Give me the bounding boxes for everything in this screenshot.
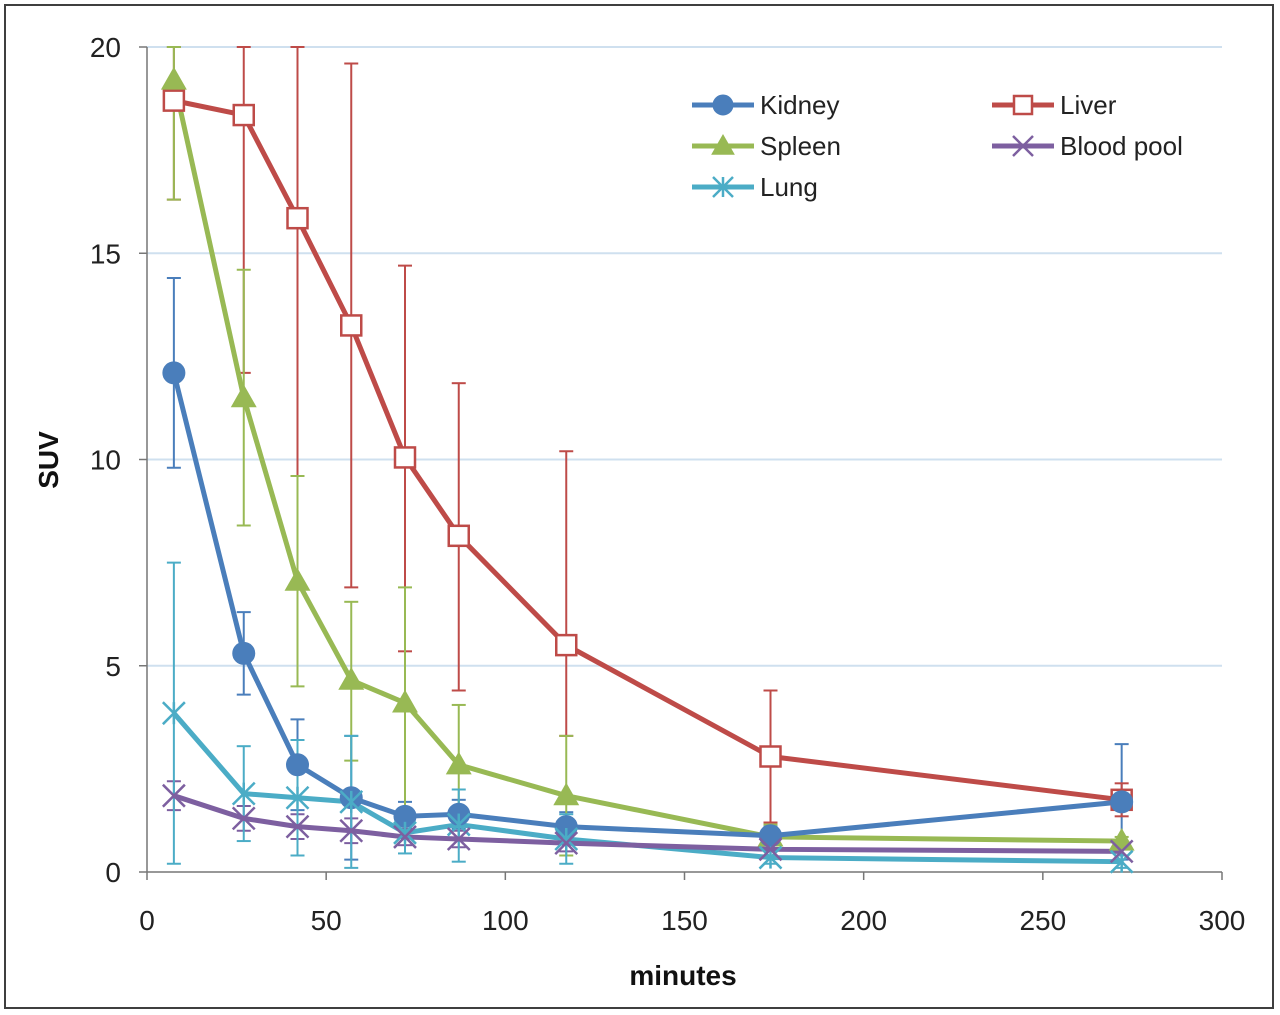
- legend: Kidney Liver Spleen Blood pool Lung: [692, 90, 1183, 202]
- x-tick-label-100: 100: [482, 905, 529, 936]
- point-spleen-3: [338, 667, 365, 690]
- x-axis-title: minutes: [629, 960, 736, 991]
- point-blood-pool-0: [161, 783, 186, 808]
- point-liver-1-box: [232, 103, 255, 127]
- point-spleen-4: [392, 689, 418, 713]
- point-liver-5: [447, 524, 470, 548]
- legend-marker-liver-box: [1012, 94, 1034, 116]
- point-lung-4: [393, 820, 417, 845]
- series-line-kidney: [171, 372, 1122, 839]
- series-lines: [171, 79, 1122, 865]
- series-markers: [160, 66, 1135, 874]
- legend-label-liver: Liver: [1060, 90, 1117, 120]
- point-liver-4: [393, 446, 417, 469]
- legend-item-lung: Lung: [692, 172, 818, 202]
- legend-label-spleen: Spleen: [760, 131, 841, 161]
- series-line-blood-pool: [173, 793, 1122, 854]
- point-kidney-2: [286, 753, 309, 777]
- point-blood-pool-4-stroke-b: [393, 825, 417, 849]
- error-bars: [166, 46, 1129, 869]
- point-lung-0: [161, 701, 186, 726]
- point-blood-pool-6: [554, 831, 579, 856]
- legend-item-spleen: Spleen: [692, 131, 841, 161]
- point-lung-2: [285, 785, 310, 810]
- point-spleen-0: [160, 66, 187, 90]
- series-line-spleen: [171, 79, 1122, 844]
- point-lung-1: [231, 781, 256, 806]
- x-tick-label-0: 0: [139, 905, 155, 936]
- gridlines: [147, 46, 1222, 667]
- point-lung-3: [339, 789, 364, 814]
- legend-item-blood-pool: Blood pool: [992, 131, 1183, 161]
- point-liver-2: [286, 206, 309, 230]
- point-liver-5-box: [447, 524, 470, 548]
- y-tick-label-0: 0: [105, 857, 121, 888]
- point-blood-pool-3-stroke-b: [339, 818, 364, 843]
- point-liver-0-box: [162, 89, 186, 112]
- point-kidney-0: [162, 361, 186, 385]
- point-blood-pool-0-stroke-b: [161, 783, 186, 808]
- legend-marker-kidney: [712, 94, 734, 116]
- point-lung-6: [554, 827, 579, 851]
- legend-item-liver: Liver: [992, 90, 1117, 120]
- legend-item-kidney: Kidney: [692, 90, 840, 120]
- legend-marker-liver: [1012, 94, 1034, 116]
- point-blood-pool-2: [285, 814, 310, 839]
- point-blood-pool-4: [393, 825, 417, 849]
- errbar-liver-2: [290, 46, 305, 477]
- point-kidney-1: [232, 641, 256, 665]
- x-tick-label-250: 250: [1019, 905, 1066, 936]
- point-spleen-6: [553, 782, 580, 806]
- y-tick-label-10: 10: [90, 445, 121, 476]
- legend-marker-lung: [712, 176, 734, 198]
- point-blood-pool-5-stroke-b: [446, 827, 471, 851]
- x-tick-label-300: 300: [1199, 905, 1246, 936]
- series-line-liver: [173, 98, 1122, 803]
- y-tick-label-15: 15: [90, 238, 121, 269]
- point-liver-0: [162, 89, 186, 112]
- point-liver-2-box: [286, 206, 309, 230]
- point-blood-pool-2-stroke-b: [285, 814, 310, 839]
- point-blood-pool-8-stroke-b: [1109, 839, 1134, 864]
- legend-marker-spleen: [711, 133, 735, 155]
- y-tick-label-20: 20: [90, 32, 121, 63]
- legend-marker-blood-pool: [1012, 135, 1034, 157]
- x-tick-label-200: 200: [840, 905, 887, 936]
- y-tick-label-5: 5: [105, 651, 121, 682]
- point-blood-pool-8: [1109, 839, 1134, 864]
- point-liver-7: [759, 745, 782, 768]
- point-spleen-2: [284, 568, 311, 591]
- x-tick-label-50: 50: [311, 905, 342, 936]
- point-liver-3-box: [340, 314, 363, 337]
- point-spleen-1: [230, 384, 257, 408]
- axes: [139, 46, 1223, 880]
- point-liver-1: [232, 103, 255, 127]
- point-blood-pool-5: [446, 827, 471, 851]
- point-kidney-7: [759, 824, 782, 848]
- point-blood-pool-1-stroke-b: [231, 806, 256, 831]
- point-liver-6-box: [555, 633, 578, 657]
- y-axis-title: SUV: [33, 431, 64, 489]
- point-blood-pool-6-stroke-b: [554, 831, 579, 856]
- point-liver-4-box: [393, 446, 417, 469]
- point-liver-3: [340, 314, 363, 337]
- point-blood-pool-3: [339, 818, 364, 843]
- errbar-liver-6: [559, 450, 574, 737]
- point-blood-pool-7-stroke-b: [758, 837, 783, 862]
- legend-label-lung: Lung: [760, 172, 818, 202]
- point-lung-8: [1109, 849, 1134, 874]
- legend-label-blood-pool: Blood pool: [1060, 131, 1183, 161]
- x-tick-label-150: 150: [661, 905, 708, 936]
- point-blood-pool-1: [231, 806, 256, 831]
- point-spleen-5: [445, 751, 472, 775]
- point-kidney-8: [1110, 790, 1134, 814]
- point-liver-7-box: [759, 745, 782, 768]
- legend-marker-blood-pool-stroke-b: [1012, 135, 1034, 157]
- point-blood-pool-7: [758, 837, 783, 862]
- point-liver-6: [555, 633, 578, 657]
- legend-label-kidney: Kidney: [760, 90, 840, 120]
